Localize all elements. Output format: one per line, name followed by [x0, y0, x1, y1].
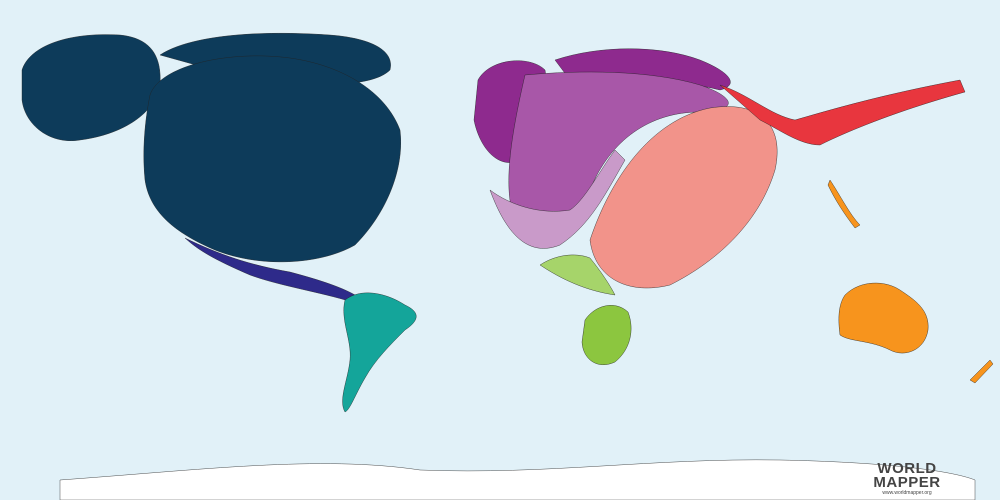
- logo-line2: MAPPER: [873, 474, 941, 491]
- region-antarctica: [59, 459, 976, 500]
- logo-url: www.worldmapper.org: [882, 490, 932, 496]
- region-south-america: [342, 292, 417, 413]
- region-oceania: [838, 282, 929, 354]
- worldmapper-logo: WORLD MAPPER www.worldmapper.org: [872, 460, 942, 497]
- region-north-america: [143, 55, 401, 263]
- region-asia-pacific: [719, 79, 966, 146]
- region-north-africa: [539, 254, 616, 296]
- region-southern-asia: [589, 106, 778, 289]
- logo-line1: WORLD: [877, 460, 937, 477]
- region-new-zealand: [969, 359, 994, 384]
- region-southeast-asia: [827, 179, 861, 229]
- region-southern-africa: [581, 305, 632, 365]
- region-middle-east: [489, 149, 626, 249]
